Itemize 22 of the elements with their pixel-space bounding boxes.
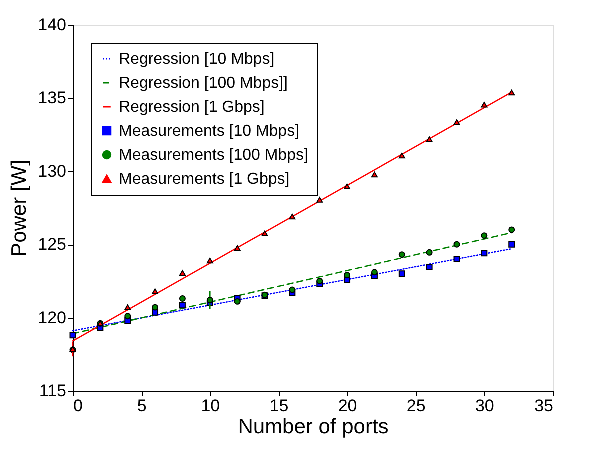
legend-label: Regression [100 Mbps]]: [119, 75, 288, 92]
x-tick-label: 35: [534, 396, 554, 416]
legend-label: Measurements [100 Mbps]: [119, 147, 308, 164]
x-tick-label: 20: [338, 396, 358, 416]
legend-label: Regression [1 Gbps]: [119, 99, 265, 116]
x-tick-label: 25: [406, 396, 426, 416]
y-tick-label: 115: [39, 382, 66, 400]
y-tick-label: 125: [38, 235, 66, 254]
y-tick-label: 120: [38, 308, 66, 328]
x-tick-label: 15: [270, 396, 289, 416]
legend-label: Measurements [1 Gbps]: [119, 171, 290, 188]
x-tick-label: 10: [201, 396, 220, 416]
x-tick-label: 30: [475, 396, 494, 416]
legend-label: Measurements [10 Mbps]: [119, 123, 300, 140]
y-axis-title: Power [W]: [8, 160, 32, 257]
y-tick-label: 135: [38, 88, 66, 108]
x-tick-label: 5: [137, 396, 147, 416]
legend-label: Regression [10 Mbps]: [119, 51, 275, 68]
y-tick-label: 140: [38, 16, 66, 34]
x-tick-label: 0: [74, 396, 83, 416]
y-tick-label: 130: [38, 162, 66, 181]
x-axis-title: Number of ports: [238, 416, 389, 438]
